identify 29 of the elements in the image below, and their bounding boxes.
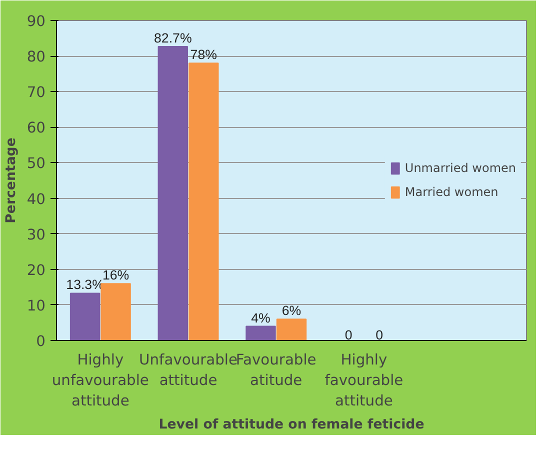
- x-tick-label: Favourable atitude: [236, 352, 316, 389]
- bar: [158, 46, 188, 340]
- data-label: 78%: [190, 47, 218, 62]
- y-tick-label: 90: [26, 13, 46, 30]
- data-label: 82.7%: [154, 30, 192, 46]
- y-tick-label: 10: [26, 297, 46, 314]
- data-label: 0: [344, 328, 352, 342]
- data-label: 0: [376, 328, 384, 342]
- y-tick-label: 20: [26, 262, 46, 279]
- legend-label: Unmarried women: [404, 161, 516, 175]
- data-label: 16%: [102, 268, 130, 283]
- y-tick-label: 60: [26, 120, 46, 137]
- x-tick-label: Highly favourable attitude: [324, 352, 404, 410]
- bar: [246, 326, 276, 340]
- y-tick-label: 30: [26, 226, 46, 244]
- data-label: 4%: [251, 310, 271, 326]
- y-tick-label: 40: [26, 190, 46, 208]
- y-tick-label: 70: [26, 84, 46, 102]
- data-label: 6%: [282, 303, 302, 318]
- y-tick-label: 0: [36, 333, 46, 350]
- y-tick-label: 50: [26, 155, 46, 172]
- legend-label: Married women: [404, 185, 498, 199]
- x-axis-title: Level of attitude on female feticide: [158, 417, 424, 432]
- y-axis-title: Percentage: [4, 138, 19, 224]
- bar: [70, 292, 100, 340]
- bar: [188, 62, 219, 340]
- bar: [276, 318, 307, 340]
- bar: [100, 283, 131, 340]
- y-tick-label: 80: [26, 48, 46, 66]
